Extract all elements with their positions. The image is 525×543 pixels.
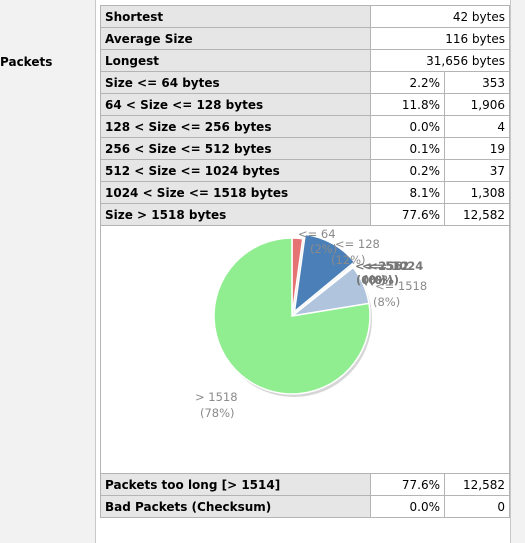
table-row: 128 < Size <= 256 bytes 0.0% 4 bbox=[100, 115, 510, 138]
table-row: 64 < Size <= 128 bytes 11.8% 1,906 bbox=[100, 93, 510, 116]
row-label: Bad Packets (Checksum) bbox=[100, 495, 371, 518]
row-percent: 8.1% bbox=[370, 181, 445, 204]
row-label: Longest bbox=[100, 49, 371, 72]
pie-slice-label: <= 512 bbox=[362, 259, 409, 273]
row-count: 0 bbox=[444, 495, 510, 518]
row-label: Packets too long [> 1514] bbox=[100, 473, 371, 496]
pie-slice-label: <= 1024 bbox=[368, 259, 423, 273]
row-value: 42 bytes bbox=[370, 5, 510, 28]
row-count: 1,906 bbox=[444, 93, 510, 116]
pie-slice-percent: (78%) bbox=[200, 406, 235, 420]
row-percent: 0.1% bbox=[370, 137, 445, 160]
row-label: Average Size bbox=[100, 27, 371, 50]
row-value: 31,656 bytes bbox=[370, 49, 510, 72]
row-label: Shortest bbox=[100, 5, 371, 28]
pie-slice-percent: (2%) bbox=[310, 242, 337, 256]
table-row: Packets too long [> 1514] 77.6% 12,582 bbox=[100, 473, 510, 496]
pie-chart-cell: <= 64 (2%) <= 128 (12%) <= 256 (0%) <= 512 (0%)… bbox=[100, 225, 510, 474]
row-label: 512 < Size <= 1024 bytes bbox=[100, 159, 371, 182]
table-row: 512 < Size <= 1024 bytes 0.2% 37 bbox=[100, 159, 510, 182]
row-label: Size <= 64 bytes bbox=[100, 71, 371, 94]
row-count: 353 bbox=[444, 71, 510, 94]
row-count: 1,308 bbox=[444, 181, 510, 204]
row-label: 128 < Size <= 256 bytes bbox=[100, 115, 371, 138]
pie-slice-percent: (12%) bbox=[331, 253, 366, 267]
pie-slice-percent: (0%) bbox=[356, 273, 386, 287]
right-margin bbox=[510, 0, 525, 543]
row-count: 4 bbox=[444, 115, 510, 138]
row-count: 37 bbox=[444, 159, 510, 182]
chart-row: <= 64 (2%) <= 128 (12%) <= 256 (0%) <= 512 (0%)… bbox=[100, 225, 510, 474]
left-column: Packets bbox=[0, 0, 96, 543]
table-row: 1024 < Size <= 1518 bytes 8.1% 1,308 bbox=[100, 181, 510, 204]
table-row: 256 < Size <= 512 bytes 0.1% 19 bbox=[100, 137, 510, 160]
row-percent: 2.2% bbox=[370, 71, 445, 94]
row-label: 1024 < Size <= 1518 bytes bbox=[100, 181, 371, 204]
table-row: Shortest 42 bytes bbox=[100, 5, 510, 28]
packet-size-pie-chart: <= 64(2%)<= 128 (12%)<= 256(0%)<= 512(0%)… bbox=[195, 227, 427, 420]
pie-slice-percent: (8%) bbox=[373, 295, 400, 309]
pie-slice-label: <= 256 bbox=[355, 259, 402, 273]
row-count: 12,582 bbox=[444, 473, 510, 496]
pie-slice-label: <= 128 bbox=[335, 237, 380, 251]
row-label: 64 < Size <= 128 bytes bbox=[100, 93, 371, 116]
table-row: Bad Packets (Checksum) 0.0% 0 bbox=[100, 495, 510, 518]
row-percent: 77.6% bbox=[370, 473, 445, 496]
row-label: 256 < Size <= 512 bytes bbox=[100, 137, 371, 160]
table-row: Average Size 116 bytes bbox=[100, 27, 510, 50]
table-row: Size > 1518 bytes 77.6% 12,582 bbox=[100, 203, 510, 226]
table-row: Size <= 64 bytes 2.2% 353 bbox=[100, 71, 510, 94]
pie-slice bbox=[293, 233, 356, 314]
section-label: Packets bbox=[0, 55, 53, 69]
row-percent: 0.0% bbox=[370, 115, 445, 138]
row-percent: 0.0% bbox=[370, 495, 445, 518]
row-count: 12,582 bbox=[444, 203, 510, 226]
pie-slice-label: <= 1518 bbox=[375, 279, 427, 293]
pie-slice-percent: (0%) bbox=[363, 273, 393, 287]
row-label: Size > 1518 bytes bbox=[100, 203, 371, 226]
pie-slice bbox=[213, 237, 371, 395]
row-percent: 0.2% bbox=[370, 159, 445, 182]
table-row: Longest 31,656 bytes bbox=[100, 49, 510, 72]
pie-slice-percent: (0%) bbox=[369, 273, 399, 287]
row-count: 19 bbox=[444, 137, 510, 160]
row-percent: 77.6% bbox=[370, 203, 445, 226]
pie-slice-label: <= 64 bbox=[298, 227, 336, 241]
pie-slice-label: > 1518 bbox=[195, 390, 238, 404]
row-value: 116 bytes bbox=[370, 27, 510, 50]
row-percent: 11.8% bbox=[370, 93, 445, 116]
packet-stats-table: Shortest 42 bytes Average Size 116 bytes… bbox=[100, 5, 510, 518]
